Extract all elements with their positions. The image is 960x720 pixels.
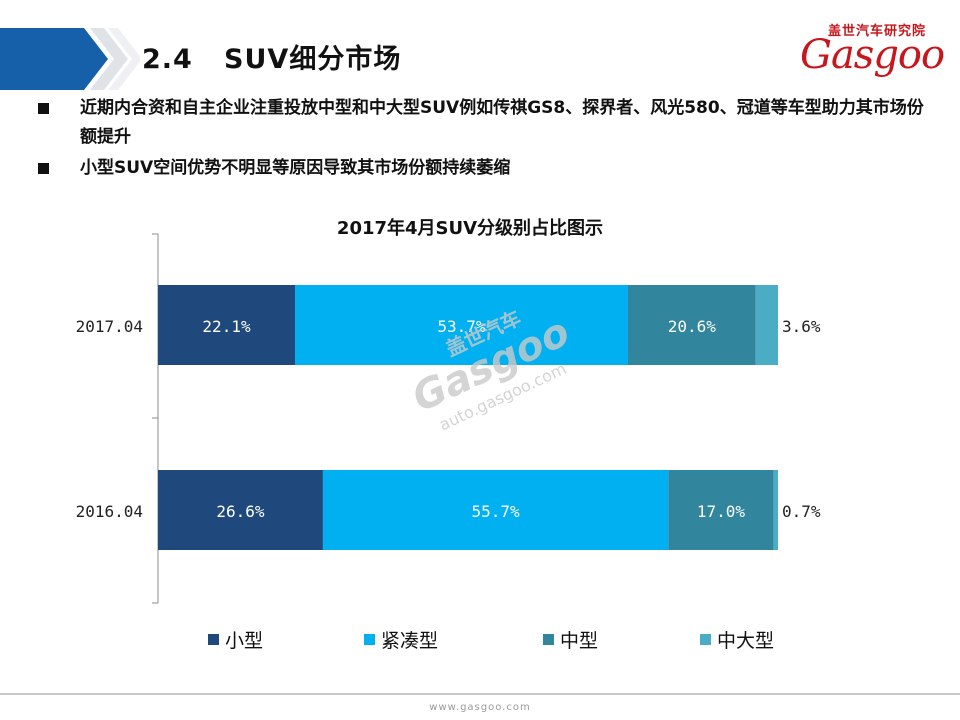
square-bullet-icon xyxy=(38,163,49,174)
bullet-item: 小型SUV空间优势不明显等原因导致其市场份额持续萎缩 xyxy=(36,154,936,183)
legend-label: 中大型 xyxy=(717,630,775,652)
section-title: SUV细分市场 xyxy=(224,44,402,75)
data-label: 17.0% xyxy=(697,502,746,521)
gasgoo-logo: 盖世汽车研究院 Gasgoo xyxy=(780,16,950,86)
category-tick-label: 2017.04 xyxy=(76,317,143,336)
legend-swatch xyxy=(208,634,219,645)
data-label: 0.7% xyxy=(782,502,821,521)
bullet-text: 小型SUV空间优势不明显等原因导致其市场份额持续萎缩 xyxy=(80,158,511,178)
data-label: 55.7% xyxy=(472,502,521,521)
bar-segment xyxy=(158,285,296,365)
legend-label: 紧凑型 xyxy=(381,630,439,652)
footer-url: www.gasgoo.com xyxy=(429,702,531,713)
category-tick-label: 2016.04 xyxy=(76,502,143,521)
legend-item: 中型 xyxy=(543,626,598,653)
data-label: 53.7% xyxy=(437,317,486,336)
legend-item: 中大型 xyxy=(700,626,774,653)
section-number: 2.4 xyxy=(142,44,193,75)
page-title: 2.4 SUV细分市场 xyxy=(142,36,401,84)
bullet-item: 近期内合资和自主企业注重投放中型和中大型SUV例如传祺GS8、探界者、风光580… xyxy=(36,94,936,152)
footer-divider xyxy=(0,693,960,695)
legend-swatch xyxy=(364,634,375,645)
bullet-list: 近期内合资和自主企业注重投放中型和中大型SUV例如传祺GS8、探界者、风光580… xyxy=(36,94,936,183)
header-chevron-band xyxy=(0,28,140,90)
bars-layer: 2017.04 22.1% 53.7% 20.6% 3.6% 2016.04 26.6% 55… xyxy=(76,285,821,550)
legend-item: 紧凑型 xyxy=(364,626,438,653)
bar-segment xyxy=(755,285,778,365)
data-label: 20.6% xyxy=(668,317,717,336)
legend-swatch xyxy=(543,634,554,645)
legend-label: 中型 xyxy=(560,630,599,652)
bar-segment xyxy=(627,285,756,365)
bar-segment xyxy=(668,470,774,550)
legend-swatch xyxy=(700,634,711,645)
chart-legend: 小型 紧凑型 中型 中大型 xyxy=(0,626,960,656)
legend-item: 小型 xyxy=(208,626,263,653)
brand-wordmark: Gasgoo xyxy=(800,32,945,78)
square-bullet-icon xyxy=(38,103,49,114)
data-label: 22.1% xyxy=(202,317,251,336)
bar-segment xyxy=(158,470,323,550)
brand-name-cn: 盖世汽车研究院 xyxy=(828,24,927,39)
bar-segment xyxy=(322,470,669,550)
bar-segment xyxy=(773,470,778,550)
data-label: 3.6% xyxy=(782,317,821,336)
bullet-text: 近期内合资和自主企业注重投放中型和中大型SUV例如传祺GS8、探界者、风光580… xyxy=(80,98,924,147)
bar-segment xyxy=(295,285,628,365)
data-label: 26.6% xyxy=(216,502,265,521)
chart-title: 2017年4月SUV分级别占比图示 xyxy=(336,218,604,239)
legend-label: 小型 xyxy=(225,630,264,652)
